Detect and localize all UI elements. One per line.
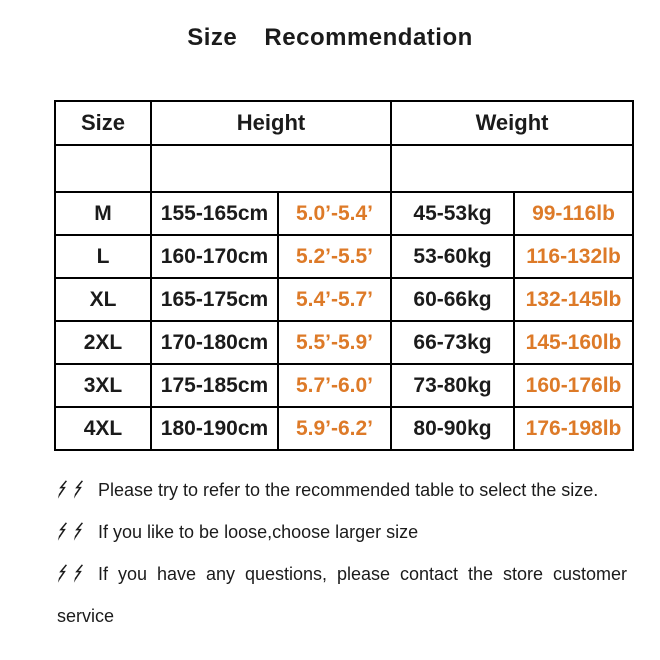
height-cm-cell: 175-185cm	[150, 363, 279, 408]
height-cm-cell: 160-170cm	[150, 234, 279, 279]
note-contact-support: If you have any questions, please contac…	[57, 553, 627, 637]
note-text: If you have any questions, please contac…	[57, 564, 627, 626]
col-header-weight: Weight	[390, 100, 635, 146]
weight-kg-cell: 66-73kg	[390, 320, 516, 365]
spacer-cell	[390, 144, 635, 193]
height-cm-cell: 180-190cm	[150, 406, 279, 451]
weight-lb-cell: 145-160lb	[513, 320, 635, 365]
lightning-icon	[73, 480, 83, 499]
weight-kg-cell: 60-66kg	[390, 277, 516, 322]
lightning-icon	[73, 564, 83, 583]
weight-kg-cell: 80-90kg	[390, 406, 516, 451]
note-text: If you like to be loose,choose larger si…	[98, 522, 419, 542]
note-bullets	[57, 564, 89, 584]
note-text: Please try to refer to the recommended t…	[98, 480, 599, 500]
height-ft-cell: 5.5’-5.9’	[276, 320, 393, 365]
table-row: L 160-170cm 5.2’-5.5’ 53-60kg 116-132lb	[54, 234, 635, 279]
weight-lb-cell: 99-116lb	[513, 191, 635, 236]
weight-lb-cell: 176-198lb	[513, 406, 635, 451]
size-cell: 2XL	[54, 320, 152, 365]
size-cell: 4XL	[54, 406, 152, 451]
weight-lb-cell: 132-145lb	[513, 277, 635, 322]
table-row: 2XL 170-180cm 5.5’-5.9’ 66-73kg 145-160l…	[54, 320, 635, 365]
height-ft-cell: 5.4’-5.7’	[276, 277, 393, 322]
note-loose-fit: If you like to be loose,choose larger si…	[57, 511, 627, 553]
height-ft-cell: 5.2’-5.5’	[276, 234, 393, 279]
height-ft-cell: 5.0’-5.4’	[276, 191, 393, 236]
size-cell: XL	[54, 277, 152, 322]
lightning-icon	[73, 522, 83, 541]
table-spacer-row	[54, 144, 635, 193]
spacer-cell	[54, 144, 152, 193]
note-bullets	[57, 522, 89, 542]
lightning-icon	[57, 522, 67, 541]
notes-section: Please try to refer to the recommended t…	[57, 469, 627, 637]
table-header-row: Size Height Weight	[54, 100, 635, 146]
height-cm-cell: 170-180cm	[150, 320, 279, 365]
size-cell: M	[54, 191, 152, 236]
table-row: M 155-165cm 5.0’-5.4’ 45-53kg 99-116lb	[54, 191, 635, 236]
size-table: Size Height Weight M 155-165cm 5.0’-5.4’…	[54, 100, 635, 451]
height-ft-cell: 5.9’-6.2’	[276, 406, 393, 451]
weight-kg-cell: 53-60kg	[390, 234, 516, 279]
size-cell: 3XL	[54, 363, 152, 408]
table-row: 3XL 175-185cm 5.7’-6.0’ 73-80kg 160-176l…	[54, 363, 635, 408]
page-title: Size Recommendation	[187, 24, 473, 51]
lightning-icon	[57, 564, 67, 583]
height-cm-cell: 155-165cm	[150, 191, 279, 236]
note-select-size: Please try to refer to the recommended t…	[57, 469, 627, 511]
size-cell: L	[54, 234, 152, 279]
height-ft-cell: 5.7’-6.0’	[276, 363, 393, 408]
height-cm-cell: 165-175cm	[150, 277, 279, 322]
weight-kg-cell: 45-53kg	[390, 191, 516, 236]
lightning-icon	[57, 480, 67, 499]
weight-lb-cell: 116-132lb	[513, 234, 635, 279]
table-row: 4XL 180-190cm 5.9’-6.2’ 80-90kg 176-198l…	[54, 406, 635, 451]
col-header-size: Size	[54, 100, 152, 146]
col-header-height: Height	[149, 100, 393, 146]
table-row: XL 165-175cm 5.4’-5.7’ 60-66kg 132-145lb	[54, 277, 635, 322]
weight-kg-cell: 73-80kg	[390, 363, 516, 408]
spacer-cell	[149, 144, 393, 193]
note-bullets	[57, 480, 89, 500]
weight-lb-cell: 160-176lb	[513, 363, 635, 408]
